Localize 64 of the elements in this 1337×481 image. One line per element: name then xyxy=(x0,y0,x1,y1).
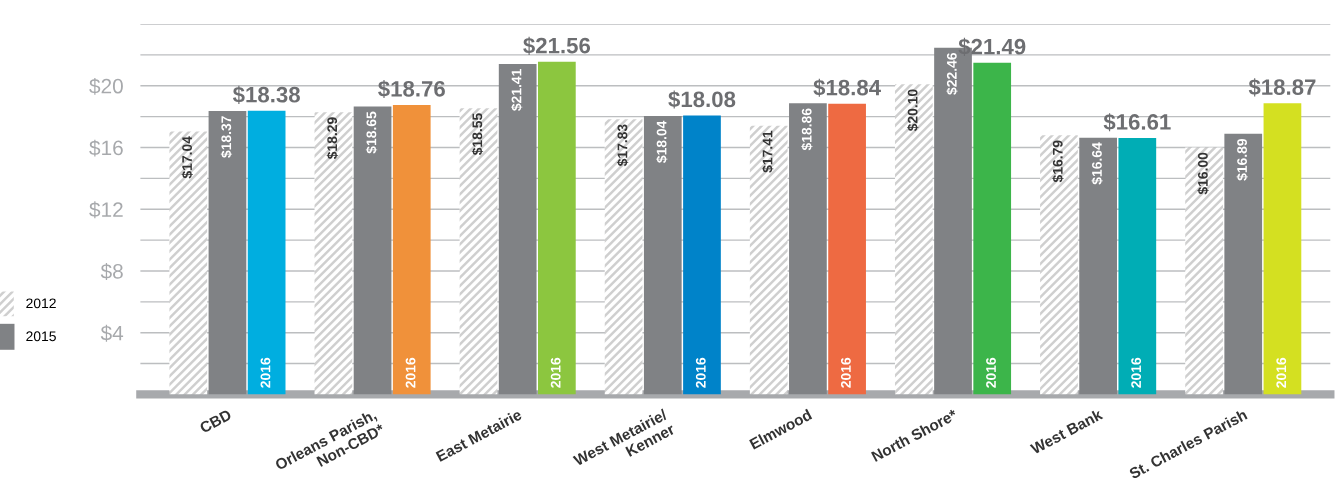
data-label: $18.55 xyxy=(471,113,484,156)
text: 2016 xyxy=(840,357,851,388)
bar xyxy=(1185,147,1223,395)
bar xyxy=(828,103,866,395)
bar xyxy=(1224,133,1263,395)
data-label: $16.00 xyxy=(1197,152,1209,195)
data-label: $22.46 xyxy=(946,52,958,95)
text: 2016 xyxy=(695,357,706,388)
bar xyxy=(392,104,431,395)
data-label: $18.08 xyxy=(668,90,736,109)
data-label: $18.38 xyxy=(232,85,300,104)
data-label: $18.87 xyxy=(1248,78,1316,97)
data-label: $21.49 xyxy=(958,37,1026,56)
x-tick-label: CBD xyxy=(198,408,233,434)
bar xyxy=(643,116,682,395)
data-label: $16.79 xyxy=(1052,140,1064,183)
text: 2016 xyxy=(1276,357,1287,388)
bar xyxy=(973,62,1012,395)
bar xyxy=(498,64,537,395)
bar xyxy=(604,119,643,395)
text: 2016 xyxy=(405,357,416,388)
data-label: $17.04 xyxy=(181,136,193,179)
data-label: $17.83 xyxy=(616,124,629,167)
bar xyxy=(1040,135,1078,395)
bar xyxy=(789,103,827,395)
y-tick-label: $16 xyxy=(89,139,123,157)
bar xyxy=(1079,137,1117,395)
data-label: $18.37 xyxy=(220,116,233,158)
data-label: $21.56 xyxy=(523,36,591,55)
data-label: $17.41 xyxy=(762,130,774,173)
bar xyxy=(538,61,576,395)
data-label: $18.65 xyxy=(365,111,378,154)
data-label: $16.64 xyxy=(1091,142,1103,185)
bar xyxy=(1263,103,1302,395)
data-label: $18.04 xyxy=(656,120,668,163)
data-label: $16.61 xyxy=(1103,113,1171,132)
y-tick-label: $12 xyxy=(89,201,123,219)
data-label: $18.29 xyxy=(326,117,339,160)
bar xyxy=(247,110,286,395)
bar xyxy=(314,112,353,395)
legend-label: 2012 xyxy=(26,298,56,309)
bar xyxy=(459,108,498,395)
bar xyxy=(208,110,247,395)
data-label: $18.76 xyxy=(378,79,445,99)
data-label: $18.84 xyxy=(813,78,881,97)
bar xyxy=(353,106,392,395)
bar xyxy=(1118,138,1157,395)
data-label: $18.86 xyxy=(801,108,813,151)
data-label: $21.41 xyxy=(510,69,523,111)
text: 2016 xyxy=(1131,357,1142,388)
series-label: 2016 xyxy=(260,357,271,388)
y-tick-label: $8 xyxy=(100,263,123,280)
text: 2016 xyxy=(986,357,996,388)
y-tick-label: $20 xyxy=(89,77,123,95)
legend-label: 2015 xyxy=(26,331,56,342)
bar xyxy=(749,125,788,395)
bar xyxy=(169,131,208,395)
x-tick-label: West Bank xyxy=(1029,408,1104,455)
y-tick-label: $4 xyxy=(100,324,124,342)
bar xyxy=(683,115,721,395)
text: 2016 xyxy=(550,357,561,388)
data-label: $20.10 xyxy=(907,89,919,132)
data-label: $16.89 xyxy=(1236,138,1248,181)
bar xyxy=(894,84,933,395)
